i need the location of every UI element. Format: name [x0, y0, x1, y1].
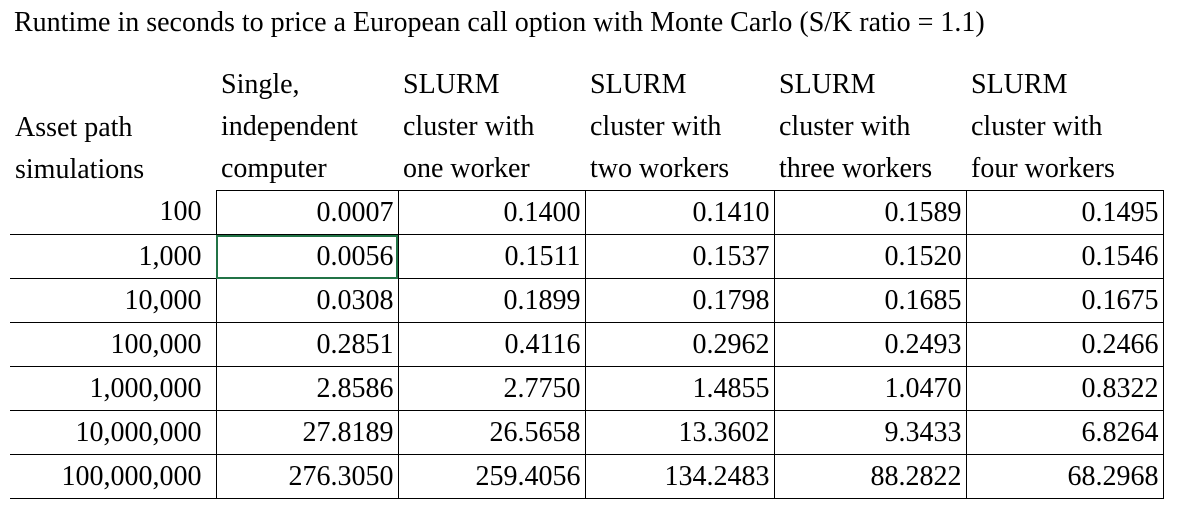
simulations-cell[interactable]: 100,000 [10, 322, 217, 367]
header-row: Asset path simulations Single, independe… [10, 64, 1163, 191]
header-line: cluster with [590, 111, 722, 142]
header-line: four workers [971, 153, 1115, 184]
header-slurm-two-workers[interactable]: SLURM cluster with two workers [585, 64, 774, 191]
header-slurm-one-worker[interactable]: SLURM cluster with one worker [398, 64, 585, 191]
header-single-computer[interactable]: Single, independent computer [216, 64, 398, 191]
runtime-cell[interactable]: 0.0308 [215, 278, 399, 323]
simulations-cell[interactable]: 10,000 [10, 278, 217, 323]
header-line: SLURM [403, 69, 500, 100]
header-line: simulations [15, 153, 145, 185]
table-row: 100,000 0.2851 0.4116 0.2962 0.2493 0.24… [10, 322, 1164, 367]
runtime-cell[interactable]: 0.1410 [584, 190, 775, 235]
runtime-cell[interactable]: 9.3433 [773, 410, 967, 455]
header-line: Asset path [15, 111, 133, 143]
runtime-cell[interactable]: 0.1685 [773, 278, 967, 323]
runtime-cell[interactable]: 0.0007 [215, 190, 399, 235]
runtime-cell[interactable]: 0.1400 [397, 190, 586, 235]
header-line: SLURM [971, 69, 1068, 100]
table-row: 1,000 0.0056 0.1511 0.1537 0.1520 0.1546 [10, 234, 1164, 279]
table-row: 10,000,000 27.8189 26.5658 13.3602 9.343… [10, 410, 1164, 455]
runtime-cell[interactable]: 0.8322 [965, 366, 1164, 411]
runtime-cell[interactable]: 0.1495 [965, 190, 1164, 235]
runtime-cell[interactable]: 2.8586 [215, 366, 399, 411]
runtime-cell[interactable]: 134.2483 [584, 454, 775, 499]
runtime-cell[interactable]: 13.3602 [584, 410, 775, 455]
runtime-table: Asset path simulations Single, independe… [10, 64, 1164, 499]
runtime-cell[interactable]: 1.0470 [773, 366, 967, 411]
header-line: SLURM [779, 69, 876, 100]
runtime-cell[interactable]: 0.2466 [965, 322, 1164, 367]
header-line: cluster with [403, 111, 535, 142]
runtime-cell[interactable]: 259.4056 [397, 454, 586, 499]
header-line: three workers [779, 153, 933, 184]
simulations-cell[interactable]: 1,000,000 [10, 366, 217, 411]
runtime-cell[interactable]: 2.7750 [397, 366, 586, 411]
runtime-cell[interactable]: 0.2962 [584, 322, 775, 367]
runtime-cell[interactable]: 88.2822 [773, 454, 967, 499]
runtime-cell[interactable]: 68.2968 [965, 454, 1164, 499]
runtime-cell[interactable]: 27.8189 [215, 410, 399, 455]
header-line: Single, [221, 69, 300, 100]
header-line: SLURM [590, 69, 687, 100]
runtime-cell[interactable]: 26.5658 [397, 410, 586, 455]
header-asset-paths[interactable]: Asset path simulations [10, 64, 216, 191]
runtime-cell[interactable]: 1.4855 [584, 366, 775, 411]
header-line: one worker [403, 153, 530, 184]
table-title: Runtime in seconds to price a European c… [14, 7, 985, 38]
runtime-cell[interactable]: 0.4116 [397, 322, 586, 367]
header-line: cluster with [971, 111, 1103, 142]
runtime-cell[interactable]: 0.1537 [584, 234, 775, 279]
header-line: cluster with [779, 111, 911, 142]
runtime-cell[interactable]: 0.1589 [773, 190, 967, 235]
runtime-cell[interactable]: 0.1546 [965, 234, 1164, 279]
simulations-cell[interactable]: 10,000,000 [10, 410, 217, 455]
header-slurm-three-workers[interactable]: SLURM cluster with three workers [774, 64, 966, 191]
runtime-cell[interactable]: 0.2493 [773, 322, 967, 367]
table-row: 1,000,000 2.8586 2.7750 1.4855 1.0470 0.… [10, 366, 1164, 411]
runtime-cell[interactable]: 0.1899 [397, 278, 586, 323]
runtime-cell[interactable]: 0.1675 [965, 278, 1164, 323]
simulations-cell[interactable]: 100 [10, 190, 217, 235]
runtime-cell[interactable]: 276.3050 [215, 454, 399, 499]
table-row: 10,000 0.0308 0.1899 0.1798 0.1685 0.167… [10, 278, 1164, 323]
table-row: 100,000,000 276.3050 259.4056 134.2483 8… [10, 454, 1164, 499]
simulations-cell[interactable]: 1,000 [10, 234, 217, 279]
header-line: computer [221, 153, 327, 184]
runtime-cell[interactable]: 0.1511 [397, 234, 586, 279]
runtime-cell[interactable]: 0.2851 [215, 322, 399, 367]
runtime-cell[interactable]: 0.1520 [773, 234, 967, 279]
table-row: 100 0.0007 0.1400 0.1410 0.1589 0.1495 [10, 190, 1164, 235]
header-line: two workers [590, 153, 730, 184]
runtime-cell-selected[interactable]: 0.0056 [215, 234, 399, 279]
runtime-cell[interactable]: 6.8264 [965, 410, 1164, 455]
simulations-cell[interactable]: 100,000,000 [10, 454, 217, 499]
runtime-cell[interactable]: 0.1798 [584, 278, 775, 323]
header-slurm-four-workers[interactable]: SLURM cluster with four workers [966, 64, 1163, 191]
header-line: independent [221, 111, 358, 142]
